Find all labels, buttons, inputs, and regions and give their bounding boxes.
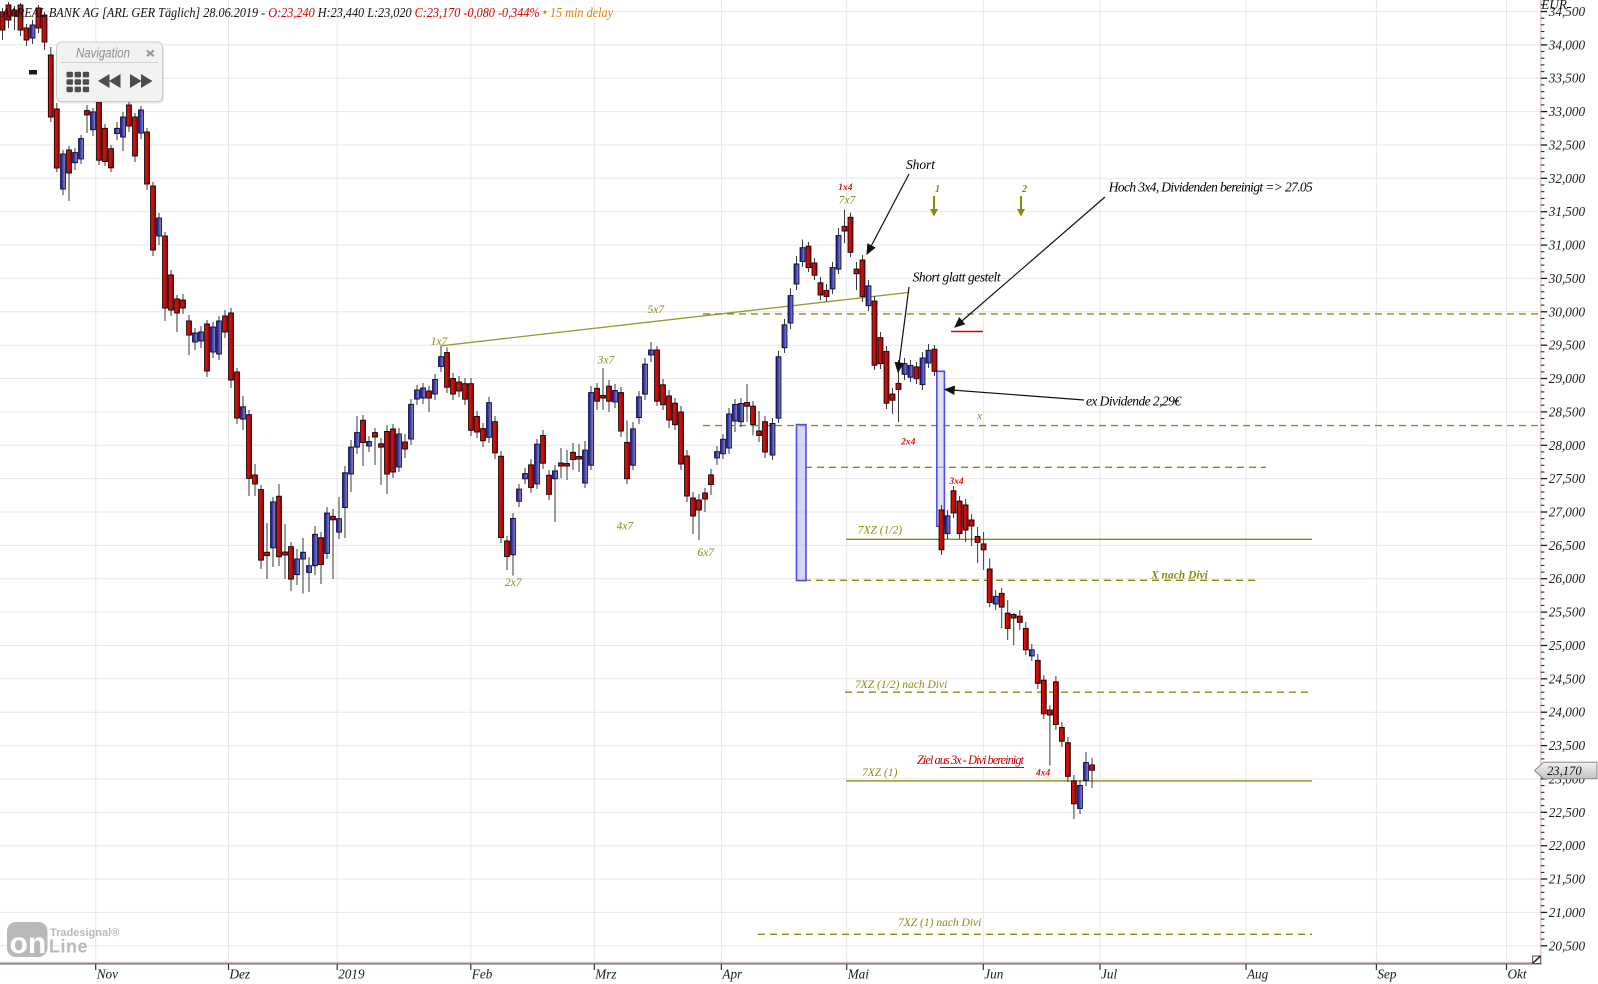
svg-text:Navigation: Navigation <box>76 46 130 61</box>
svg-text:6x7: 6x7 <box>697 547 715 559</box>
svg-text:29,000: 29,000 <box>1549 371 1586 386</box>
svg-text:20,500: 20,500 <box>1549 938 1586 953</box>
svg-text:27,500: 27,500 <box>1549 471 1586 486</box>
svg-text:26,000: 26,000 <box>1549 571 1586 586</box>
svg-text:Jun: Jun <box>984 967 1003 982</box>
svg-text:23,170: 23,170 <box>1547 764 1582 778</box>
svg-text:32,500: 32,500 <box>1548 138 1586 153</box>
svg-text:34,000: 34,000 <box>1548 37 1586 52</box>
svg-text:Short glatt gestelt: Short glatt gestelt <box>913 270 1002 285</box>
svg-text:31,000: 31,000 <box>1548 238 1586 253</box>
svg-text:4x4: 4x4 <box>1035 769 1051 779</box>
svg-text:2x4: 2x4 <box>900 438 916 448</box>
svg-text:7XZ (1/2) nach Divi: 7XZ (1/2) nach Divi <box>855 679 947 691</box>
svg-text:32,000: 32,000 <box>1548 171 1586 186</box>
svg-text:33,500: 33,500 <box>1548 71 1586 86</box>
svg-text:1x4: 1x4 <box>838 183 853 193</box>
svg-text:7XZ (1): 7XZ (1) <box>862 767 898 779</box>
svg-text:2019: 2019 <box>338 967 365 982</box>
svg-text:Mrz: Mrz <box>594 967 616 982</box>
svg-text:X nach Divi: X nach Divi <box>1150 570 1209 582</box>
svg-text:7XZ (1/2): 7XZ (1/2) <box>858 525 903 537</box>
svg-text:24,500: 24,500 <box>1549 671 1586 686</box>
svg-text:EUR: EUR <box>1540 0 1567 12</box>
svg-text:24,000: 24,000 <box>1549 705 1586 720</box>
svg-text:4x7: 4x7 <box>617 520 635 532</box>
svg-text:1: 1 <box>935 184 940 195</box>
svg-text:7XZ (1) nach Divi: 7XZ (1) nach Divi <box>898 917 981 929</box>
svg-text:on: on <box>10 927 47 960</box>
svg-text:ex Dividende 2,29€: ex Dividende 2,29€ <box>1086 394 1182 409</box>
svg-text:5x7: 5x7 <box>648 304 666 316</box>
svg-text:30,500: 30,500 <box>1548 271 1586 286</box>
svg-text:34,500: 34,500 <box>1548 4 1586 19</box>
svg-text:31,500: 31,500 <box>1548 204 1586 219</box>
svg-text:Ziel aus 3x - Divi bereinigt: Ziel aus 3x - Divi bereinigt <box>917 753 1025 767</box>
svg-text:7x7: 7x7 <box>839 195 857 207</box>
svg-text:22,000: 22,000 <box>1549 838 1586 853</box>
svg-text:Short: Short <box>906 157 936 172</box>
svg-text:Hoch 3x4, Dividenden bereinigt: Hoch 3x4, Dividenden bereinigt => 27.05 <box>1108 180 1313 195</box>
svg-text:Feb: Feb <box>471 967 493 982</box>
svg-text:Nov: Nov <box>96 967 118 982</box>
svg-text:29,500: 29,500 <box>1549 338 1586 353</box>
svg-text:Aug: Aug <box>1246 967 1269 982</box>
svg-text:2x7: 2x7 <box>505 577 523 589</box>
svg-text:26,500: 26,500 <box>1549 538 1586 553</box>
svg-text:30,000: 30,000 <box>1548 304 1586 319</box>
svg-text:Line: Line <box>49 937 88 957</box>
svg-text:28,500: 28,500 <box>1549 404 1586 419</box>
svg-text:28,000: 28,000 <box>1549 438 1586 453</box>
svg-text:Dez: Dez <box>229 967 251 982</box>
svg-text:Jul: Jul <box>1101 967 1117 982</box>
svg-text:21,500: 21,500 <box>1549 872 1586 887</box>
svg-text:3x4: 3x4 <box>948 477 964 487</box>
svg-text:Apr: Apr <box>721 967 743 982</box>
svg-text:Tradesignal®: Tradesignal® <box>50 927 119 939</box>
svg-text:21,000: 21,000 <box>1549 905 1586 920</box>
svg-text:x: x <box>976 411 983 423</box>
svg-text:33,000: 33,000 <box>1548 104 1586 119</box>
svg-text:23,500: 23,500 <box>1549 738 1586 753</box>
svg-text:Sep: Sep <box>1377 967 1396 982</box>
svg-text:3x7: 3x7 <box>597 355 616 367</box>
svg-text:22,500: 22,500 <box>1549 805 1586 820</box>
svg-text:2: 2 <box>1021 184 1027 195</box>
svg-text:1x7: 1x7 <box>431 336 449 348</box>
svg-text:25,000: 25,000 <box>1549 638 1586 653</box>
svg-text:25,500: 25,500 <box>1549 605 1586 620</box>
svg-text:Okt: Okt <box>1508 967 1527 982</box>
svg-text:AAREAL BANK AG [ARL GER Täglic: AAREAL BANK AG [ARL GER Täglich] 28.06.2… <box>1 5 613 20</box>
svg-text:27,000: 27,000 <box>1549 505 1586 520</box>
svg-text:Mai: Mai <box>847 967 870 982</box>
